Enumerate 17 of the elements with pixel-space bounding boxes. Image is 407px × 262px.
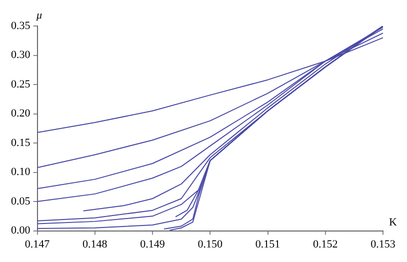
y-tick-label: 0.05 [11, 195, 31, 208]
y-tick-label: 0.10 [11, 166, 31, 178]
y-tick-label: 0.25 [11, 78, 31, 90]
y-tick-label: 0.35 [11, 20, 31, 32]
x-tick-label: 0.153 [370, 238, 396, 250]
x-tick-label: 0.148 [82, 238, 108, 250]
x-tick-label: 0.152 [313, 238, 338, 250]
x-axis-title: K [389, 216, 397, 229]
y-tick-label: 0.00 [11, 224, 31, 237]
y-axis-title: μ [35, 9, 42, 22]
x-tick-label: 0.149 [140, 238, 166, 250]
x-tick-label: 0.151 [255, 238, 280, 250]
x-tick-label: 0.147 [24, 238, 50, 250]
y-tick-label: 0.20 [11, 108, 31, 120]
y-tick-label: 0.15 [11, 136, 31, 149]
y-tick-label: 0.30 [11, 49, 31, 62]
x-tick-label: 0.150 [198, 238, 223, 250]
